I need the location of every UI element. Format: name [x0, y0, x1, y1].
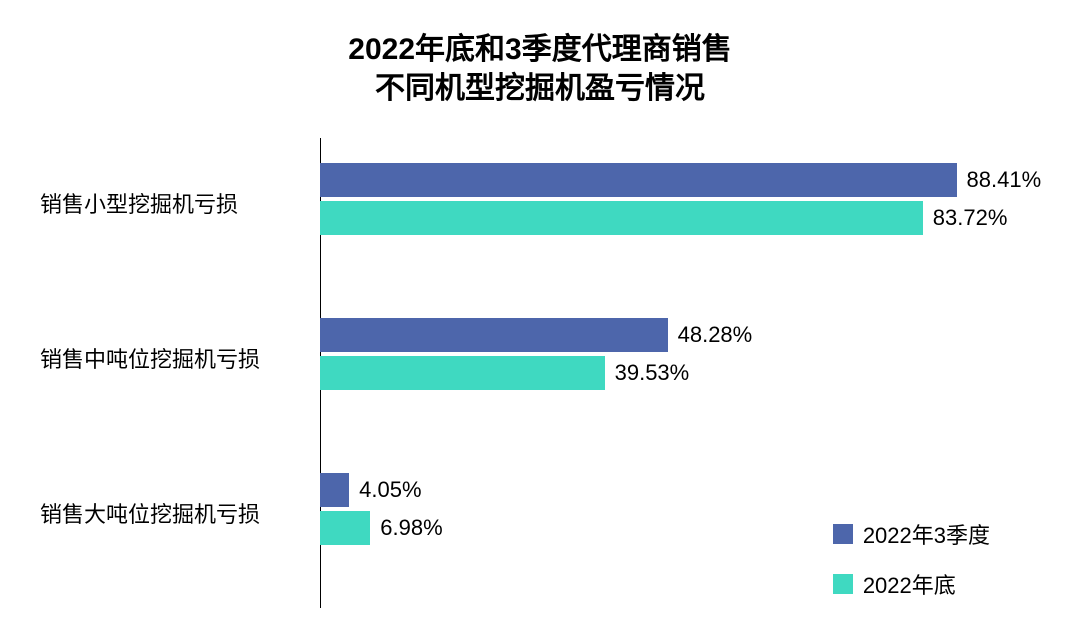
bar-series-0: 88.41% [320, 163, 957, 197]
plot-area: 销售小型挖掘机亏损 88.41% 83.72% 销售中吨位挖掘机亏损 48.28… [40, 138, 1040, 608]
chart-title-line1: 2022年底和3季度代理商销售 [40, 30, 1040, 69]
chart-container: 2022年底和3季度代理商销售 不同机型挖掘机盈亏情况 销售小型挖掘机亏损 88… [0, 0, 1080, 628]
category-label: 销售大吨位挖掘机亏损 [40, 497, 320, 529]
bar-value-label: 6.98% [380, 515, 442, 541]
chart-title: 2022年底和3季度代理商销售 不同机型挖掘机盈亏情况 [40, 30, 1040, 108]
bars-wrap: 48.28% 39.53% [320, 318, 1040, 398]
bar-value-label: 83.72% [933, 205, 1008, 231]
bar-value-label: 88.41% [967, 167, 1042, 193]
bar-value-label: 4.05% [359, 477, 421, 503]
category-label: 销售中吨位挖掘机亏损 [40, 342, 320, 374]
bar-value-label: 48.28% [678, 322, 753, 348]
bar-series-1: 39.53% [320, 356, 605, 390]
category-group: 销售中吨位挖掘机亏损 48.28% 39.53% [40, 318, 1040, 398]
bar-series-0: 48.28% [320, 318, 668, 352]
bar-value-label: 39.53% [615, 360, 690, 386]
bar-series-1: 6.98% [320, 511, 370, 545]
legend-label: 2022年3季度 [863, 518, 990, 550]
legend-label: 2022年底 [863, 568, 956, 600]
bars-wrap: 88.41% 83.72% [320, 163, 1040, 243]
legend-item: 2022年底 [833, 568, 990, 600]
legend: 2022年3季度 2022年底 [833, 518, 990, 618]
legend-swatch-1 [833, 574, 853, 594]
category-label: 销售小型挖掘机亏损 [40, 187, 320, 219]
legend-item: 2022年3季度 [833, 518, 990, 550]
bar-series-1: 83.72% [320, 201, 923, 235]
legend-swatch-0 [833, 524, 853, 544]
bar-series-0: 4.05% [320, 473, 349, 507]
category-group: 销售小型挖掘机亏损 88.41% 83.72% [40, 163, 1040, 243]
chart-title-line2: 不同机型挖掘机盈亏情况 [40, 69, 1040, 108]
